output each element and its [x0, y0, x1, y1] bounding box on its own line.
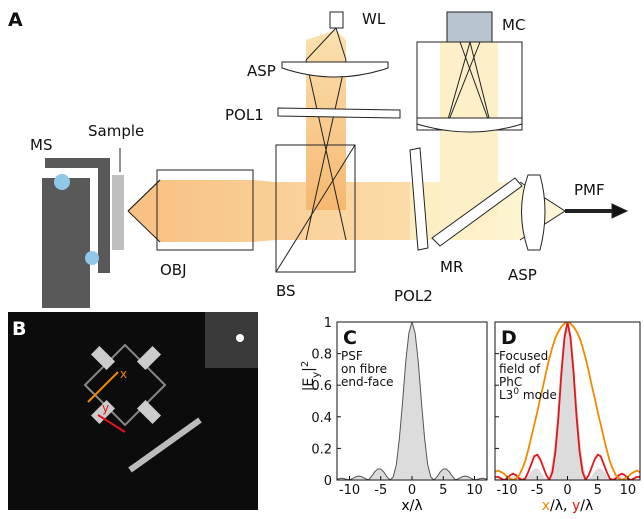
- panel-label: B: [12, 318, 26, 340]
- x-label-part: /λ: [580, 498, 593, 514]
- y-label-part: |E: [301, 378, 317, 392]
- label: Sample: [88, 122, 144, 140]
- arrowhead: [612, 204, 627, 218]
- label: MR: [440, 258, 463, 276]
- beam: [306, 30, 346, 210]
- annotation: on fibre: [341, 362, 387, 376]
- x-label-part: x: [542, 498, 550, 514]
- x-tick-label: -10: [339, 483, 360, 498]
- bead: [54, 174, 70, 190]
- sample: [112, 175, 124, 250]
- y-tick-label: 1: [324, 316, 332, 331]
- x-axis-label: x/λ: [401, 498, 422, 514]
- x-tick-label: -5: [531, 483, 544, 498]
- annotation: Focused: [499, 349, 548, 363]
- spot: [236, 334, 244, 342]
- label: OBJ: [160, 261, 187, 279]
- x-label-part: y: [572, 498, 580, 514]
- beam: [128, 180, 410, 242]
- annotation: PSF: [341, 349, 363, 363]
- panel-label: C: [343, 327, 357, 349]
- plot-area: [337, 322, 487, 480]
- annotation: L30 mode: [499, 387, 557, 402]
- inset: [205, 312, 258, 368]
- x-tick-label: 10: [466, 483, 483, 498]
- x-label-part: /λ,: [550, 498, 572, 514]
- micrograph: [8, 312, 258, 510]
- label: POL2: [394, 287, 433, 305]
- x-tick-label: 10: [620, 483, 637, 498]
- stage: [98, 158, 110, 273]
- y-tick-label: 0.2: [311, 442, 332, 457]
- x-tick-label: -5: [374, 483, 387, 498]
- bead: [85, 251, 99, 265]
- x-tick-label: -10: [496, 483, 517, 498]
- x-tick-label: 5: [439, 483, 447, 498]
- x-tick-label: 0: [408, 483, 416, 498]
- stage: [45, 158, 105, 168]
- label: PMF: [574, 181, 605, 199]
- label: BS: [276, 282, 296, 300]
- label: WL: [362, 10, 386, 28]
- label: ASP: [508, 266, 537, 284]
- x-tick-label: 0: [563, 483, 571, 498]
- setup-diagram: [42, 12, 627, 308]
- lens: [522, 175, 546, 250]
- annotation-part: mode: [519, 388, 557, 402]
- annotation: end-face: [341, 375, 394, 389]
- curve: [337, 322, 487, 480]
- lens: [282, 62, 388, 77]
- polarizer: [278, 108, 400, 118]
- label: MS: [30, 136, 52, 154]
- marker-label: y: [102, 401, 109, 415]
- label: MC: [502, 16, 525, 34]
- x-axis-label: x/λ, y/λ: [542, 498, 594, 514]
- stage: [42, 178, 90, 308]
- y-tick-label: 0.4: [311, 411, 332, 426]
- y-label-part: 2: [300, 361, 311, 367]
- y-tick-label: 0: [324, 474, 332, 489]
- marker-label: x: [120, 367, 127, 381]
- panel-label: A: [8, 9, 23, 31]
- figure: A WL MC ASP POL1 Sample MS OBJ BS POL2 M…: [0, 0, 644, 515]
- x-label-part: x/λ: [401, 498, 422, 514]
- y-tick-label: 0.8: [311, 348, 332, 363]
- label: POL1: [225, 106, 264, 124]
- annotation-part: L3: [499, 388, 513, 402]
- x-tick-label: 5: [594, 483, 602, 498]
- camera: [447, 12, 492, 42]
- white-light: [330, 12, 343, 28]
- page: {"panel_a": {"label": "A", "labels": {"w…: [0, 0, 644, 519]
- annotation: field of: [499, 362, 541, 376]
- panel-label: D: [501, 327, 517, 349]
- label: ASP: [247, 62, 276, 80]
